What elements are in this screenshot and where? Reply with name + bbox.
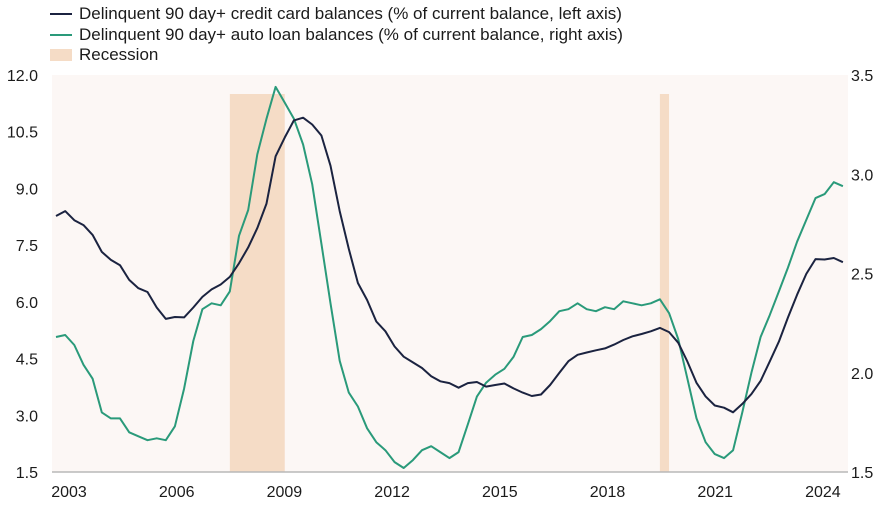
- right-y-tick: 2.5: [851, 267, 873, 284]
- right-y-tick: 2.0: [851, 366, 873, 383]
- legend-label: Delinquent 90 day+ auto loan balances (%…: [79, 24, 623, 44]
- left-y-tick: 10.5: [7, 125, 38, 142]
- credit-card-series-line: [55, 116, 844, 414]
- recession-swatch: [50, 49, 72, 62]
- left-y-axis: 12.0 10.5 9.0 7.5 6.0 4.5 3.0 1.5: [7, 68, 38, 482]
- legend-item-recession: Recession: [50, 45, 623, 66]
- recession-band: [659, 94, 670, 472]
- x-tick: 2024: [805, 484, 841, 501]
- legend-item-credit-card: Delinquent 90 day+ credit card balances …: [50, 4, 623, 25]
- x-tick: 2015: [482, 484, 518, 501]
- right-y-tick: 3.5: [851, 68, 873, 85]
- legend-item-auto-loan: Delinquent 90 day+ auto loan balances (%…: [50, 25, 623, 46]
- left-y-tick: 6.0: [16, 295, 38, 312]
- left-y-tick: 7.5: [16, 238, 38, 255]
- left-y-tick: 4.5: [16, 352, 38, 369]
- legend-label: Recession: [79, 45, 159, 64]
- left-y-tick: 12.0: [7, 68, 38, 85]
- auto-loan-line-swatch: [50, 33, 72, 36]
- right-y-tick: 3.0: [851, 167, 873, 184]
- credit-card-line-swatch: [50, 13, 72, 16]
- x-tick: 2009: [267, 484, 303, 501]
- x-tick: 2021: [697, 484, 733, 501]
- right-y-axis: 3.5 3.0 2.5 2.0 1.5: [851, 68, 873, 482]
- left-y-tick: 1.5: [16, 465, 38, 482]
- legend-label: Delinquent 90 day+ credit card balances …: [79, 4, 622, 23]
- left-y-tick: 3.0: [16, 408, 38, 425]
- x-tick: 2003: [51, 484, 87, 501]
- x-tick: 2018: [590, 484, 626, 501]
- x-axis: 2003 2006 2009 2012 2015 2018 2021 2024: [51, 484, 841, 501]
- right-y-tick: 1.5: [851, 465, 873, 482]
- legend: Delinquent 90 day+ credit card balances …: [50, 4, 623, 66]
- left-y-tick: 9.0: [16, 181, 38, 198]
- x-tick: 2006: [159, 484, 195, 501]
- auto-loan-series-line: [55, 85, 844, 469]
- x-tick: 2012: [374, 484, 410, 501]
- plot-background: [52, 75, 848, 472]
